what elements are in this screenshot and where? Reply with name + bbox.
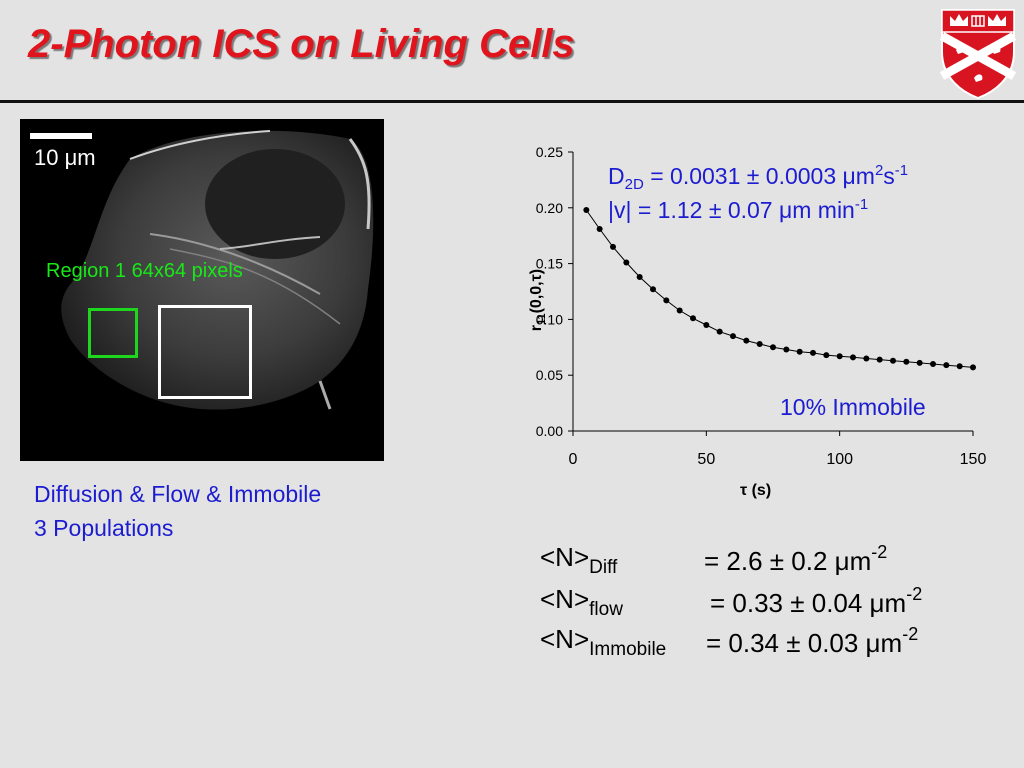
data-point (716, 328, 723, 335)
x-tick-label: 100 (826, 451, 853, 468)
y-tick-label: 0.20 (536, 200, 563, 216)
data-point (756, 340, 763, 347)
data-point (770, 344, 776, 351)
data-point (690, 315, 696, 322)
n-diff-row: <N>Diff = 2.6 ± 0.2 μm-2 (540, 542, 888, 578)
caption-line-2: 3 Populations (34, 515, 174, 541)
immobile-annotation: 10% Immobile (780, 394, 926, 420)
scale-label: 10 μm (34, 145, 96, 170)
caption-line-1: Diffusion & Flow & Immobile (34, 481, 322, 507)
data-point (903, 358, 910, 365)
y-tick-label: 0.00 (536, 423, 563, 439)
data-point (850, 354, 856, 361)
y-axis-label: r11(0,0,τ) (527, 268, 549, 332)
y-tick-label: 0.25 (536, 144, 563, 160)
microscopy-image: 10 μm Region 1 64x64 pixels (20, 119, 384, 461)
velocity-annotation: |v| = 1.12 ± 0.07 μm min-1 (608, 196, 869, 223)
data-point (863, 355, 870, 362)
data-point (796, 348, 803, 355)
autocorrelation-chart: 0.00 0.05 0.10 0.15 0.20 0.25 0 50 100 150 (536, 144, 987, 468)
data-point (916, 359, 923, 366)
data-point (623, 259, 630, 266)
data-point (636, 273, 643, 280)
data-point (650, 286, 656, 293)
data-point (836, 353, 843, 360)
n-flow-row: <N>flow = 0.33 ± 0.04 μm-2 (540, 584, 923, 620)
y-tick-label: 0.10 (536, 311, 563, 327)
fit-curve (585, 209, 974, 368)
data-point (943, 362, 950, 369)
x-tick-label: 50 (697, 451, 715, 468)
n-immobile-row: <N>Immobile = 0.34 ± 0.03 μm-2 (540, 624, 919, 660)
x-axis-label: τ (s) (740, 482, 772, 499)
data-point (743, 337, 750, 344)
data-point (596, 226, 603, 233)
y-tick-label: 0.15 (536, 256, 563, 272)
x-tick-label: 0 (569, 451, 578, 468)
data-point (730, 333, 736, 340)
data-point (930, 361, 936, 368)
data-point (676, 307, 683, 314)
data-point (890, 357, 896, 364)
data-point (703, 321, 710, 328)
y-tick-label: 0.05 (536, 367, 563, 383)
data-point (610, 243, 616, 250)
region-box-white (158, 305, 252, 399)
data-point (876, 356, 883, 363)
data-point (970, 364, 976, 371)
data-point (583, 207, 590, 214)
region-box-green (88, 308, 138, 358)
data-point (810, 349, 816, 356)
data-point (783, 346, 790, 353)
slide-title: 2-Photon ICS on Living Cells (28, 22, 575, 66)
title-divider (0, 100, 1024, 103)
data-point (823, 352, 830, 359)
data-point (956, 363, 963, 370)
university-crest-icon (939, 9, 1017, 100)
region-label: Region 1 64x64 pixels (46, 260, 243, 282)
diffusion-annotation: D2D = 0.0031 ± 0.0003 μm2s-1 (608, 162, 909, 193)
data-point (663, 297, 670, 304)
x-tick-label: 150 (960, 451, 987, 468)
scale-bar (30, 133, 92, 139)
